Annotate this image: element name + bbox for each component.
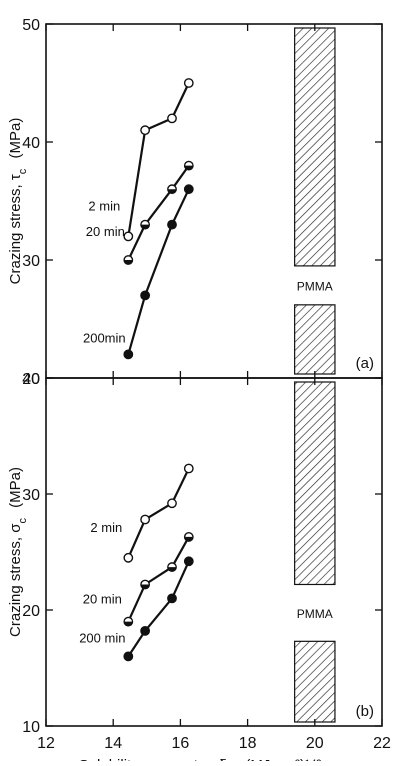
data-point xyxy=(140,579,151,590)
pmma-label: PMMA xyxy=(297,279,333,293)
x-tick-label: 16 xyxy=(172,735,190,752)
plot-frame xyxy=(45,377,383,727)
data-point xyxy=(183,78,194,88)
data-point xyxy=(123,255,134,265)
pmma-label: PMMA xyxy=(297,607,333,621)
y-axis-label: Crazing stress, σc (MPa) xyxy=(7,467,29,637)
data-point xyxy=(140,514,151,525)
data-point xyxy=(123,552,134,563)
series-line-200-min xyxy=(127,560,190,658)
y-tick-label: 20 xyxy=(22,371,40,388)
x-tick-label: 14 xyxy=(104,735,122,752)
series-label: 200 min xyxy=(79,630,125,645)
pmma-band-upper xyxy=(294,27,336,267)
series-line-2-min xyxy=(127,468,190,559)
y-tick-label: 40 xyxy=(22,135,40,152)
x-tick-label: 12 xyxy=(37,735,55,752)
y-tick-label: 40 xyxy=(22,371,40,388)
series-line-2-min xyxy=(127,82,190,237)
data-point xyxy=(167,498,177,509)
data-point xyxy=(167,593,177,604)
data-point xyxy=(123,231,134,242)
data-point xyxy=(140,219,151,230)
data-point xyxy=(123,651,134,662)
y-tick-label: 30 xyxy=(22,487,40,504)
chart-panel-a: PMMA 20 30 40 50 Crazing stress, τc (MPa) (a) 2… xyxy=(7,17,383,388)
series-line-20-min xyxy=(127,536,190,623)
x-tick-label: 20 xyxy=(306,735,324,752)
data-point xyxy=(123,349,134,360)
series-label: 200min xyxy=(83,330,126,345)
data-point xyxy=(183,463,194,474)
data-point xyxy=(140,125,151,136)
panel-label: (b) xyxy=(356,703,374,720)
pmma-band-lower xyxy=(294,640,336,723)
x-tick-label: 22 xyxy=(373,735,391,752)
series-label: 2 min xyxy=(90,520,122,535)
data-point xyxy=(167,113,177,124)
x-axis-label: Solubility parameter, δ1 (MJ m⁻³)¹ᐟ² xyxy=(79,757,322,761)
panel-label: (a) xyxy=(356,355,374,372)
data-point xyxy=(167,219,177,230)
y-tick-label: 10 xyxy=(22,719,40,736)
data-point xyxy=(123,616,134,627)
series-label: 20 min xyxy=(83,592,122,607)
data-point xyxy=(140,290,151,301)
y-tick-label: 20 xyxy=(22,603,40,620)
series-line-20-min xyxy=(127,164,190,261)
series-label: 2 min xyxy=(88,198,120,213)
pmma-band-lower xyxy=(294,304,336,375)
data-point xyxy=(183,532,194,542)
data-point xyxy=(140,625,151,636)
data-point xyxy=(167,562,177,572)
series-line-200min xyxy=(127,188,190,355)
chart-panel-b: PMMA 10 20 30 40 12 14 16 18 20 22 Crazing stress, … xyxy=(7,371,391,766)
data-point xyxy=(183,556,194,567)
y-axis-label: Crazing stress, τc (MPa) xyxy=(7,118,29,285)
series-label: 20 min xyxy=(86,224,125,239)
data-point xyxy=(167,184,177,195)
data-point xyxy=(183,184,194,195)
pmma-band-upper xyxy=(294,381,336,586)
data-point xyxy=(183,160,194,171)
y-tick-label: 50 xyxy=(22,17,40,34)
x-tick-label: 18 xyxy=(239,735,257,752)
y-tick-label: 30 xyxy=(22,253,40,270)
